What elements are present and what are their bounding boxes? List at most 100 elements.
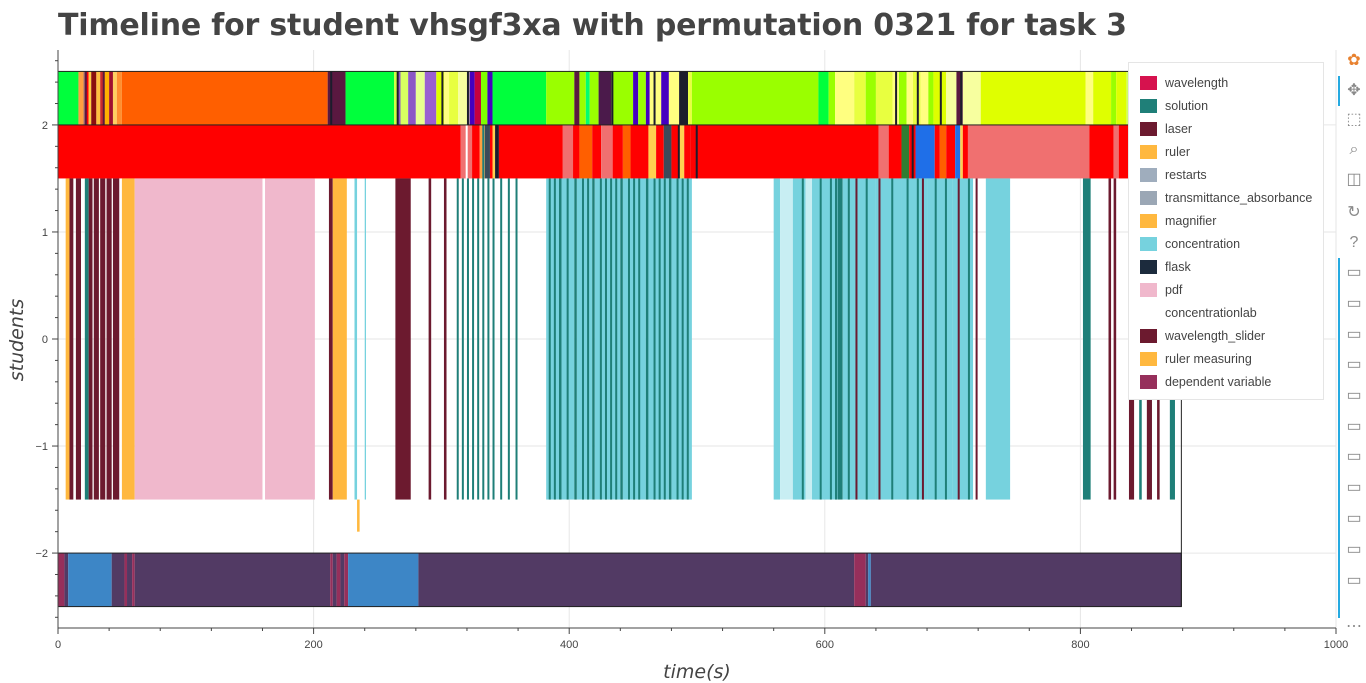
timeline-event-line [957, 178, 960, 500]
timeline-segment [86, 71, 89, 125]
legend-item[interactable]: transmittance_absorbance [1129, 186, 1323, 209]
hover-icon[interactable]: ▭ [1346, 448, 1362, 465]
timeline-segment [901, 124, 910, 179]
timeline-segment [1108, 178, 1112, 500]
x-tick-label: 0 [55, 639, 61, 651]
legend-label: wavelength [1165, 75, 1229, 90]
timeline-segment [927, 178, 953, 500]
legend[interactable]: wavelength solution laser ruler restarts tran… [1128, 62, 1324, 400]
more-icon[interactable]: ⋯ [1346, 618, 1362, 635]
timeline-event-line [456, 178, 459, 500]
legend-swatch [1140, 282, 1157, 297]
timeline-event-line [566, 178, 569, 500]
timeline-bars [57, 70, 1182, 608]
box-zoom-icon[interactable]: ⬚ [1346, 111, 1362, 128]
legend-item[interactable]: laser [1129, 117, 1323, 140]
timeline-segment [622, 124, 631, 179]
timeline-segment [1089, 124, 1114, 179]
legend-item[interactable]: wavelength_slider [1129, 324, 1323, 347]
hover-icon[interactable]: ▭ [1346, 356, 1362, 373]
timeline-event-line [396, 71, 399, 125]
timeline-event-line [944, 178, 947, 500]
reset-icon[interactable]: ↻ [1347, 204, 1361, 221]
hover-icon[interactable]: ▭ [1346, 572, 1362, 589]
legend-label: dependent variable [1165, 374, 1272, 389]
hover-icon[interactable]: ▭ [1346, 295, 1362, 312]
legend-item[interactable]: dependent variable [1129, 370, 1323, 393]
timeline-segment [780, 178, 793, 500]
legend-item[interactable]: restarts [1129, 163, 1323, 186]
timeline-segment [394, 71, 398, 125]
y-tick-label: 0 [42, 334, 48, 346]
timeline-event-line [865, 178, 868, 500]
hover-icon[interactable]: ▭ [1346, 387, 1362, 404]
hover-icon[interactable]: ▭ [1346, 326, 1362, 343]
timeline-segment [946, 124, 956, 179]
hover-icon[interactable]: ▭ [1346, 541, 1362, 558]
y-tick-label: −2 [35, 548, 48, 560]
timeline-event-line [681, 71, 684, 125]
timeline-segment [111, 553, 125, 607]
timeline-event-line [653, 71, 656, 125]
timeline-segment [854, 71, 866, 125]
legend-label: concentrationlab [1165, 305, 1257, 320]
wheel-zoom-icon[interactable]: ⌕ [1349, 141, 1359, 158]
timeline-segment [854, 553, 866, 607]
legend-item[interactable]: concentrationlab [1129, 301, 1323, 324]
timeline-segment [589, 71, 599, 125]
timeline-event-line [878, 178, 881, 500]
timeline-event-line [610, 178, 613, 500]
legend-label: flask [1165, 259, 1191, 274]
timeline-segment [489, 124, 493, 179]
legend-label: ruler [1165, 144, 1191, 159]
help-icon[interactable]: ? [1349, 234, 1359, 251]
timeline-event-line [835, 178, 838, 500]
timeline-event-line [515, 178, 518, 500]
x-tick-label: 800 [1071, 639, 1089, 651]
timeline-segment [576, 178, 593, 500]
timeline-event-line [829, 178, 832, 500]
hover-icon[interactable]: ▭ [1346, 479, 1362, 496]
hover-icon[interactable]: ▭ [1346, 510, 1362, 527]
timeline-segment [648, 124, 657, 179]
timeline-segment [332, 553, 337, 607]
timeline-segment [906, 71, 913, 125]
save-icon[interactable]: ◫ [1346, 171, 1362, 188]
timeline-segment [546, 71, 575, 125]
timeline-segment [265, 178, 315, 500]
timeline-segment [630, 124, 649, 179]
legend-label: transmittance_absorbance [1165, 190, 1313, 205]
bokeh-logo-icon[interactable]: ✿ [1347, 52, 1361, 69]
timeline-segment [985, 178, 1011, 500]
pan-icon[interactable]: ✥ [1347, 82, 1361, 99]
timeline-segment [946, 71, 957, 125]
legend-item[interactable]: ruler [1129, 140, 1323, 163]
timeline-segment [1093, 71, 1112, 125]
legend-swatch [1140, 144, 1157, 159]
timeline-segment [579, 124, 593, 179]
legend-item[interactable]: concentration [1129, 232, 1323, 255]
hover-icon[interactable]: ▭ [1346, 264, 1362, 281]
timeline-event-line [891, 178, 894, 500]
timeline-event-line [477, 178, 480, 500]
legend-item[interactable]: ruler measuring [1129, 347, 1323, 370]
legend-item[interactable]: wavelength [1129, 71, 1323, 94]
timeline-segment [828, 71, 836, 125]
timeline-event-line [465, 124, 468, 179]
timeline-event-line [581, 178, 584, 500]
legend-item[interactable]: solution [1129, 94, 1323, 117]
legend-label: ruler measuring [1165, 351, 1252, 366]
legend-item[interactable]: flask [1129, 255, 1323, 278]
legend-item[interactable]: pdf [1129, 278, 1323, 301]
timeline-segment [58, 71, 79, 125]
hover-icon[interactable]: ▭ [1346, 418, 1362, 435]
legend-item[interactable]: magnifier [1129, 209, 1323, 232]
timeline-event-line [855, 178, 858, 500]
timeline-segment [58, 553, 65, 607]
timeline-segment [691, 71, 819, 125]
timeline-segment [645, 71, 650, 125]
timeline-segment [428, 178, 432, 500]
timeline-segment [469, 71, 475, 125]
timeline-event-line [587, 178, 590, 500]
